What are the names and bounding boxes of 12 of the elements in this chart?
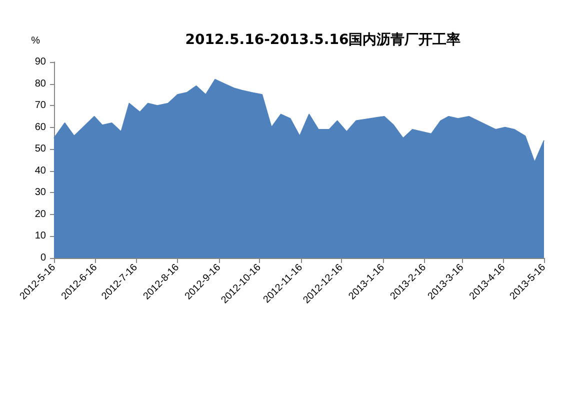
y-tick-label: 10 bbox=[34, 230, 46, 242]
y-tick-label: 40 bbox=[34, 165, 46, 176]
chart-title: 2012.5.16-2013.5.16国内沥青厂开工率 bbox=[185, 31, 461, 48]
y-tick-label: 80 bbox=[34, 78, 46, 90]
y-tick-label: 30 bbox=[34, 187, 46, 198]
y-tick-label: 0 bbox=[40, 252, 46, 264]
y-tick-label: 50 bbox=[34, 144, 46, 155]
y-tick-label: 90 bbox=[34, 56, 46, 68]
y-tick-label: 60 bbox=[34, 122, 46, 133]
y-tick-label: 20 bbox=[34, 208, 46, 220]
y-tick-label: 70 bbox=[34, 100, 46, 112]
y-axis-title: % bbox=[31, 36, 40, 46]
